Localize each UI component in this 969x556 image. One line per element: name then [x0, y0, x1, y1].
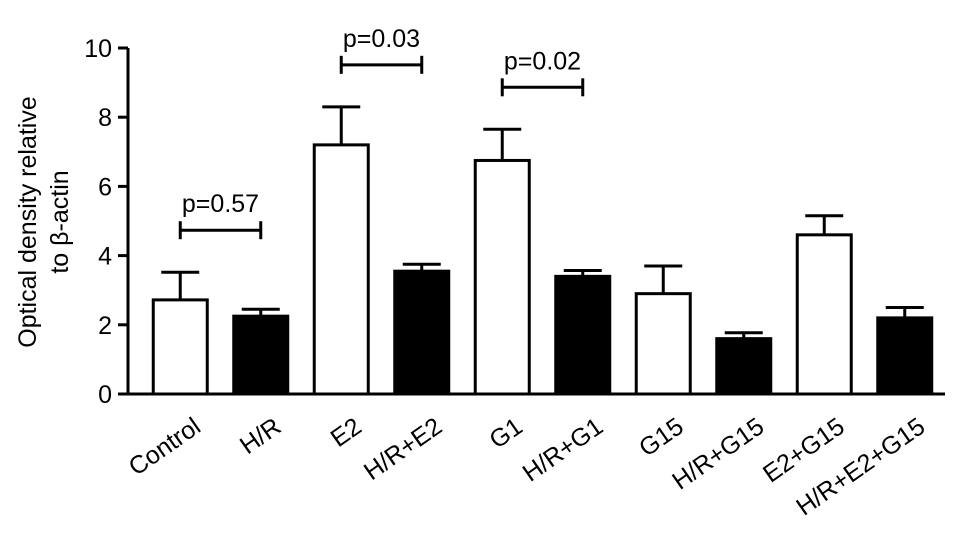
bar [554, 274, 612, 396]
x-tick-label: H/R+G15 [667, 412, 769, 495]
x-tick-label: E2 [326, 412, 367, 452]
y-tick-label: 10 [84, 35, 112, 63]
x-tick-label: H/R [235, 412, 286, 460]
x-tick-label: G15 [634, 412, 689, 462]
bar [232, 314, 290, 396]
bar [151, 298, 209, 396]
bar [715, 337, 773, 396]
significance-bracket: p=0.02 [500, 47, 585, 97]
y-tick-label: 2 [98, 312, 112, 340]
p-value-label: p=0.02 [504, 47, 581, 75]
bar [473, 158, 531, 396]
significance-bracket: p=0.57 [178, 190, 263, 240]
y-axis-title-line: to β-actin [46, 170, 74, 273]
bar [795, 233, 853, 396]
bar [312, 143, 370, 396]
x-tick-label: H/R+E2 [359, 412, 447, 486]
x-tick-label: G1 [484, 412, 527, 454]
x-tick-label: Control [124, 412, 206, 481]
bar [634, 292, 692, 396]
bar [876, 316, 934, 396]
p-value-label: p=0.03 [343, 25, 420, 53]
y-tick-label: 6 [98, 173, 112, 201]
bar [393, 269, 451, 396]
y-tick-label: 4 [98, 243, 112, 271]
y-tick-label: 0 [98, 381, 112, 409]
p-value-label: p=0.57 [182, 190, 259, 218]
y-tick-label: 8 [98, 104, 112, 132]
significance-bracket: p=0.03 [339, 25, 424, 74]
y-axis-title: Optical density relative to β-actin [14, 96, 74, 348]
y-axis-title-line: Optical density relative [14, 96, 42, 348]
x-tick-label: H/R+G1 [518, 412, 609, 487]
